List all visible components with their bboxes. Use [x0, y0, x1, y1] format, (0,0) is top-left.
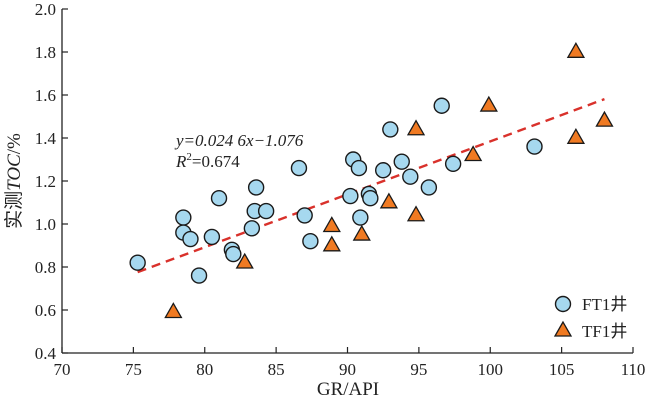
tf1-data-point: [595, 110, 614, 127]
y-tick-labels: 0.4 0.6 0.8 1.0 1.2 1.4 1.6 1.8 2.0: [35, 0, 57, 363]
tf1-data-point: [566, 42, 586, 58]
y-tick-label: 1.6: [35, 86, 56, 105]
y-axis-title: 实测TOC/%: [3, 133, 25, 229]
y-tick-label: 0.6: [35, 301, 56, 320]
ft1-data-point: [243, 220, 261, 237]
y-tick-label: 0.8: [35, 258, 56, 277]
legend: FT1井 TF1井: [553, 295, 627, 341]
tf1-data-point: [164, 302, 183, 319]
x-tick-label: 85: [268, 360, 285, 379]
y-axis-title-suffix: /%: [4, 133, 25, 154]
ft1-data-point: [402, 168, 419, 185]
ft1-data-point: [374, 162, 392, 179]
y-axis-title-italic: TOC: [4, 154, 25, 191]
ft1-data-point: [352, 209, 369, 226]
tf1-data-point: [322, 216, 341, 233]
ft1-data-point: [350, 159, 368, 177]
tf1-data-point: [352, 224, 371, 241]
y-axis-title-prefix: 实测: [3, 191, 25, 229]
y-tick-label: 0.4: [35, 344, 57, 363]
legend-tf1-marker: [553, 320, 573, 337]
y-tick-label: 1.8: [35, 43, 56, 62]
ft1-data-point: [182, 230, 199, 248]
ft1-data-point: [296, 207, 313, 224]
x-tick-label: 75: [125, 360, 142, 379]
x-axis-title: GR/API: [317, 379, 379, 400]
ft1-data-point: [526, 138, 543, 155]
tf1-data-point: [479, 95, 498, 112]
legend-ft1-marker: [554, 295, 572, 313]
ft1-data-point: [342, 187, 359, 205]
legend-ft1-label: FT1井: [582, 295, 627, 314]
ft1-data-point: [210, 189, 228, 207]
tf1-data-point: [379, 192, 399, 209]
regression-equation: y=0.024 6x−1.076: [174, 131, 304, 150]
ft1-data-point: [290, 159, 308, 177]
axis-ticks: [61, 8, 634, 354]
ft1-data-point: [444, 155, 462, 173]
ft1-data-point: [175, 209, 192, 226]
x-tick-label: 70: [54, 360, 71, 379]
tf1-data-point: [406, 119, 426, 136]
tf1-data-point: [463, 145, 483, 162]
x-tick-label: 80: [196, 360, 213, 379]
y-tick-label: 2.0: [35, 0, 56, 19]
x-tick-label: 110: [621, 360, 646, 379]
tf1-data-point: [322, 235, 341, 252]
r-squared-label: R2=0.674: [175, 151, 240, 171]
y-tick-label: 1.0: [35, 215, 56, 234]
ft1-data-point: [225, 245, 242, 263]
x-tick-label: 100: [478, 360, 504, 379]
ft1-data-point: [382, 121, 399, 138]
ft1-data-point: [393, 153, 410, 170]
ft1-data-point: [362, 189, 379, 207]
regression-trendline: [137, 98, 605, 274]
x-tick-label: 105: [549, 360, 575, 379]
ft1-data-point: [257, 202, 275, 220]
ft1-data-point: [190, 267, 208, 284]
tf1-data-point: [406, 205, 426, 222]
y-tick-label: 1.4: [35, 129, 57, 148]
x-tick-label: 95: [410, 360, 427, 379]
tf1-data-point: [566, 128, 586, 144]
y-tick-label: 1.2: [35, 172, 56, 191]
data-points: [129, 42, 614, 319]
tf1-data-point: [235, 252, 254, 269]
legend-tf1-label: TF1井: [582, 322, 627, 341]
ft1-data-point: [247, 179, 265, 196]
ft1-data-point: [302, 232, 319, 250]
ft1-data-point: [203, 228, 221, 246]
x-tick-labels: 70 75 80 85 90 95 100 105 110: [54, 360, 646, 379]
x-tick-label: 90: [339, 360, 356, 379]
ft1-data-point: [433, 97, 450, 114]
r-squared-value: =0.674: [192, 152, 240, 171]
ft1-data-point: [420, 179, 438, 196]
ft1-data-point: [129, 254, 146, 271]
